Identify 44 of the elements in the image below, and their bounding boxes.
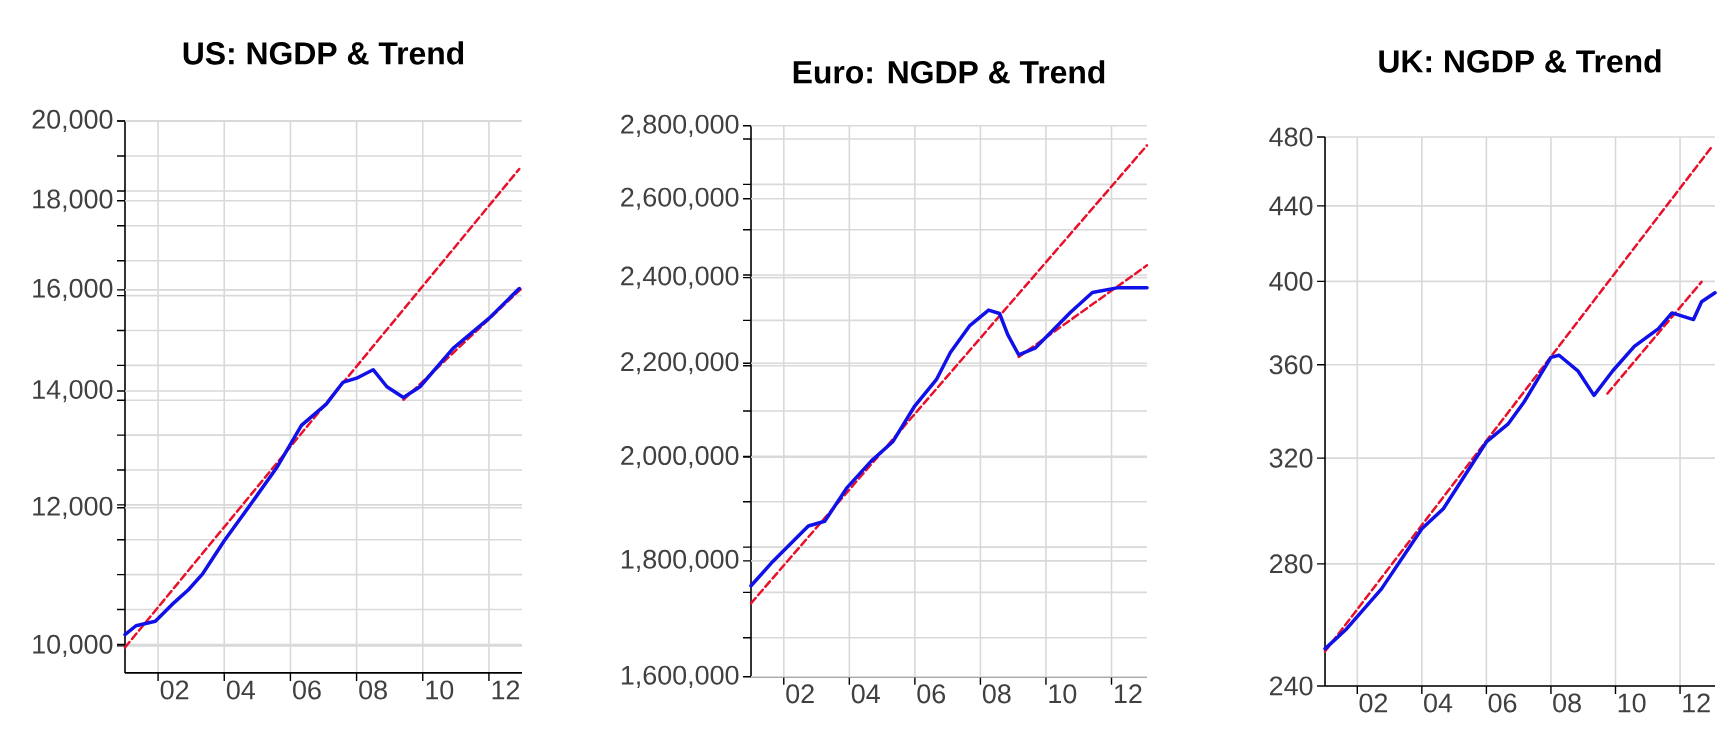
y-tick-label: 2,400,000 [621,266,739,289]
x-tick-label: 10 [1618,693,1646,713]
line-series [123,286,521,637]
y-tick-label: 14,000 [33,379,113,403]
x-tick-label: 06 [917,684,946,704]
y-tick-label: 400 [1269,271,1313,291]
y-tick-label: 16,000 [33,278,113,302]
y-tick-label: 10,000 [33,634,113,658]
y-tick-label: 360 [1269,355,1313,375]
y-tick-label: 440 [1269,196,1313,216]
y-tick-label: 240 [1270,676,1313,696]
y-tick-label: 280 [1270,554,1313,574]
x-tick-label: 02 [160,680,189,700]
x-tick-label: 06 [293,680,321,700]
line-series [749,286,1149,588]
x-tick-label: 12 [492,680,520,700]
x-tick-label: 02 [786,684,814,704]
chart-title: UK: NGDP & Trend [1379,49,1661,73]
y-tick-label: 18,000 [33,189,113,212]
y-tick-label: 20,000 [32,109,113,133]
line-series [1323,291,1717,651]
x-tick-label: 10 [426,680,454,700]
y-tick-label: 2,600,000 [621,187,739,210]
x-tick-label: 08 [359,680,387,700]
x-tick-label: 10 [1049,684,1077,704]
x-tick-label: 12 [1114,684,1142,704]
y-tick-label: 2,800,000 [621,114,739,137]
y-tick-label: 1,600,000 [621,665,739,688]
y-tick-label: 480 [1269,127,1313,147]
y-tick-label: 2,000,000 [621,446,739,469]
y-tick-label: 12,000 [33,496,113,519]
x-tick-label: 04 [1424,693,1453,713]
x-tick-label: 02 [1359,693,1388,713]
x-tick-label: 06 [1488,693,1517,713]
y-tick-label: 2,200,000 [621,352,739,375]
x-tick-label: 12 [1683,693,1710,713]
x-tick-label: 08 [1553,693,1581,713]
x-tick-label: 08 [982,684,1011,704]
chart-title: US: NGDP & Trend [183,41,464,65]
chart-title: Euro: NGDP & Trend [793,60,1105,84]
x-tick-label: 04 [226,680,255,700]
y-tick-label: 320 [1269,448,1313,468]
x-tick-label: 04 [851,684,880,704]
y-tick-label: 1,800,000 [621,549,739,572]
